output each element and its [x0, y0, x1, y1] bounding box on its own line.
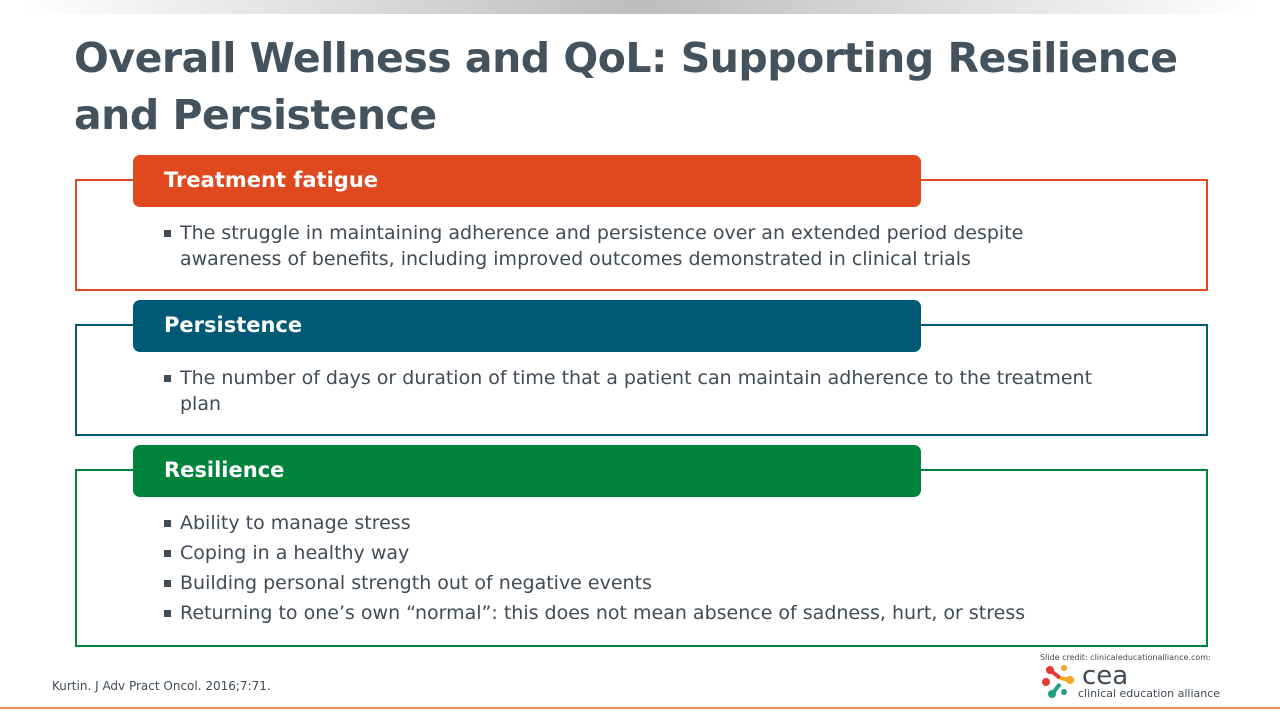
- slide-title: Overall Wellness and QoL: Supporting Res…: [74, 34, 1178, 139]
- resilience-bullets: Ability to manage stress Coping in a hea…: [164, 510, 1164, 630]
- treatment-fatigue-heading: Treatment fatigue: [133, 155, 921, 207]
- reference: Kurtin. J Adv Pract Oncol. 2016;7:71.: [52, 679, 271, 693]
- bullet-item: Ability to manage stress: [164, 510, 1164, 536]
- bullet-item: Building personal strength out of negati…: [164, 570, 1164, 596]
- treatment-fatigue-bullets: The struggle in maintaining adherence an…: [164, 220, 1064, 276]
- bullet-item: Coping in a healthy way: [164, 540, 1164, 566]
- resilience-heading: Resilience: [133, 445, 921, 497]
- logo-name: clinical education alliance: [1078, 686, 1221, 700]
- bullet-item: Returning to one’s own “normal”: this do…: [164, 600, 1164, 626]
- bullet-item: The number of days or duration of time t…: [164, 365, 1124, 417]
- bottom-divider: [0, 707, 1280, 709]
- cea-logo-icon: [1042, 665, 1074, 698]
- resilience-box: [75, 469, 1208, 647]
- persistence-heading: Persistence: [133, 300, 921, 352]
- top-gradient-bar: [20, 0, 1260, 14]
- slide-credit: Slide credit: clinicaleducationalliance.…: [1040, 653, 1211, 662]
- logo-mark: cea: [1082, 660, 1129, 691]
- cea-logo: cea clinical education alliance: [1042, 660, 1221, 700]
- persistence-bullets: The number of days or duration of time t…: [164, 365, 1124, 421]
- bullet-item: The struggle in maintaining adherence an…: [164, 220, 1064, 272]
